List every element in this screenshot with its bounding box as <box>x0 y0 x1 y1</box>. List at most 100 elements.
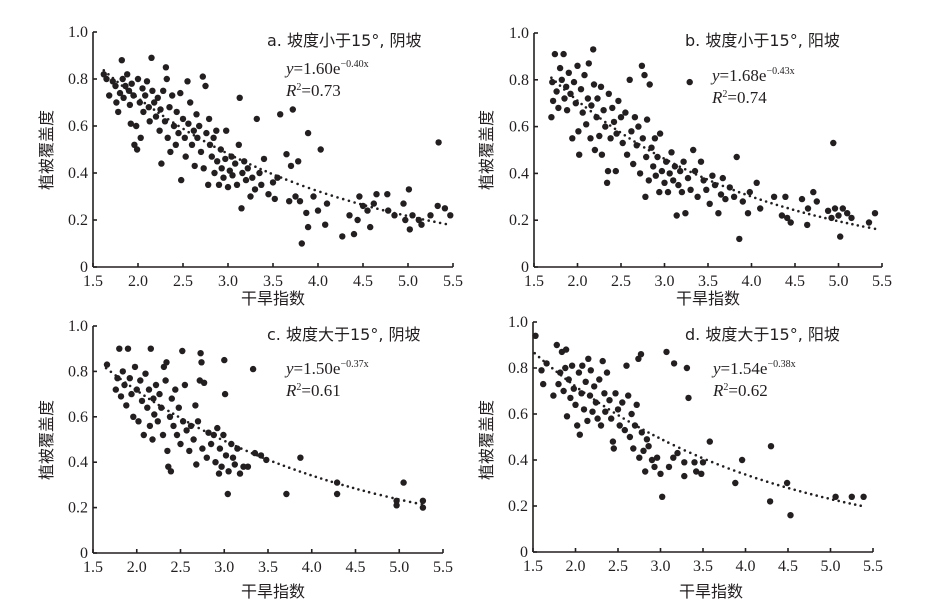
trendline-dot <box>667 441 670 444</box>
axes: 0 0.2 0.4 0.6 0.8 1.0 1.5 2.0 2.5 3.0 3.5 4.0 4.5 5.0… <box>68 24 463 290</box>
data-point <box>135 418 142 425</box>
trendline-dot <box>764 200 768 203</box>
trendline <box>550 76 877 231</box>
data-point <box>615 97 622 105</box>
trendline-dot <box>223 150 226 154</box>
data-point <box>317 146 324 153</box>
trendline-dot <box>694 453 698 457</box>
data-point <box>152 113 160 120</box>
trendline-dot <box>172 121 175 124</box>
trendline-dot <box>157 403 161 407</box>
data-point <box>830 139 837 147</box>
data-point <box>116 345 123 352</box>
eq-y: y <box>711 359 721 378</box>
data-point <box>753 179 760 186</box>
trendline-dot <box>341 483 344 487</box>
data-point <box>670 177 677 184</box>
data-point <box>147 345 154 352</box>
data-point <box>706 438 713 445</box>
trendline-dot <box>672 443 676 447</box>
trendline-dot <box>143 101 147 105</box>
trendline-dot <box>346 485 350 488</box>
data-point <box>653 454 661 461</box>
data-point <box>619 399 626 406</box>
data-point <box>215 470 223 477</box>
trendline-dot <box>111 76 115 80</box>
data-point <box>631 422 639 429</box>
trendline-dot <box>125 88 128 91</box>
y-tick-label: 0.2 <box>68 212 88 229</box>
trendline-dot <box>218 148 221 151</box>
trendline-dot <box>576 99 579 102</box>
data-point <box>192 402 199 409</box>
trendline-dot <box>564 377 567 381</box>
data-point <box>686 78 693 86</box>
data-point <box>580 406 588 413</box>
data-point <box>652 172 659 179</box>
trendline-dot <box>152 108 156 111</box>
data-point <box>685 394 692 402</box>
data-point <box>160 87 167 95</box>
trendline-dot <box>233 155 237 159</box>
data-point <box>217 146 224 153</box>
data-point <box>289 106 296 113</box>
data-point <box>848 214 855 222</box>
data-point <box>865 219 873 226</box>
data-point <box>156 127 163 134</box>
data-point <box>178 176 185 184</box>
data-point <box>646 81 653 88</box>
trendline-dot <box>683 168 687 171</box>
trendline-dot <box>820 495 824 499</box>
trendline-dot <box>362 489 366 493</box>
trendline-dot <box>802 211 806 214</box>
data-point <box>576 151 583 158</box>
trendline-dot <box>250 451 254 455</box>
trendline-dot <box>727 467 730 470</box>
x-tick-label: 2.5 <box>608 558 628 575</box>
data-point <box>175 404 182 411</box>
trendline-dot <box>228 153 232 156</box>
trendline-dot <box>683 449 687 452</box>
data-point <box>622 109 629 116</box>
trendline-dot <box>627 420 630 423</box>
trendline-dot <box>296 182 299 186</box>
x-tick-label: 2.0 <box>566 558 586 575</box>
r-squared: R2=0.62 <box>712 381 768 400</box>
data-point <box>190 436 197 443</box>
panel-c: 0 0.2 0.4 0.6 0.8 1.0 1.5 2.0 2.5 3.0 3.5 4.0 4.5 5.0… <box>37 318 453 601</box>
trendline-dot <box>760 478 763 482</box>
data-point <box>683 364 691 372</box>
data-point <box>651 135 659 142</box>
data-point <box>700 177 707 184</box>
trendline-dot <box>604 120 607 124</box>
x-tick-label: 3.5 <box>258 559 278 576</box>
r2-sup: 2 <box>296 82 301 93</box>
data-point <box>286 198 293 205</box>
data-point <box>322 221 329 228</box>
data-point <box>574 62 581 69</box>
data-point <box>628 128 635 135</box>
data-point <box>151 411 158 418</box>
data-point <box>693 468 700 475</box>
data-point <box>205 181 212 188</box>
trendline-dot <box>716 182 719 185</box>
data-point <box>581 71 588 79</box>
data-point <box>222 155 229 163</box>
data-point <box>557 369 564 376</box>
data-point <box>556 64 564 72</box>
data-point <box>370 200 377 207</box>
trendline-dot <box>776 483 780 487</box>
data-point <box>304 129 312 137</box>
trendline-dot <box>791 208 795 211</box>
data-point <box>638 62 646 69</box>
trendline-dot <box>393 211 396 215</box>
data-point <box>202 82 209 90</box>
data-point <box>675 181 682 189</box>
data-point <box>577 86 585 93</box>
data-point <box>583 121 590 128</box>
data-point <box>639 135 646 142</box>
data-point <box>798 195 806 203</box>
trendline-dot <box>721 184 725 188</box>
trendline-dot <box>313 188 317 192</box>
data-point <box>191 162 198 170</box>
